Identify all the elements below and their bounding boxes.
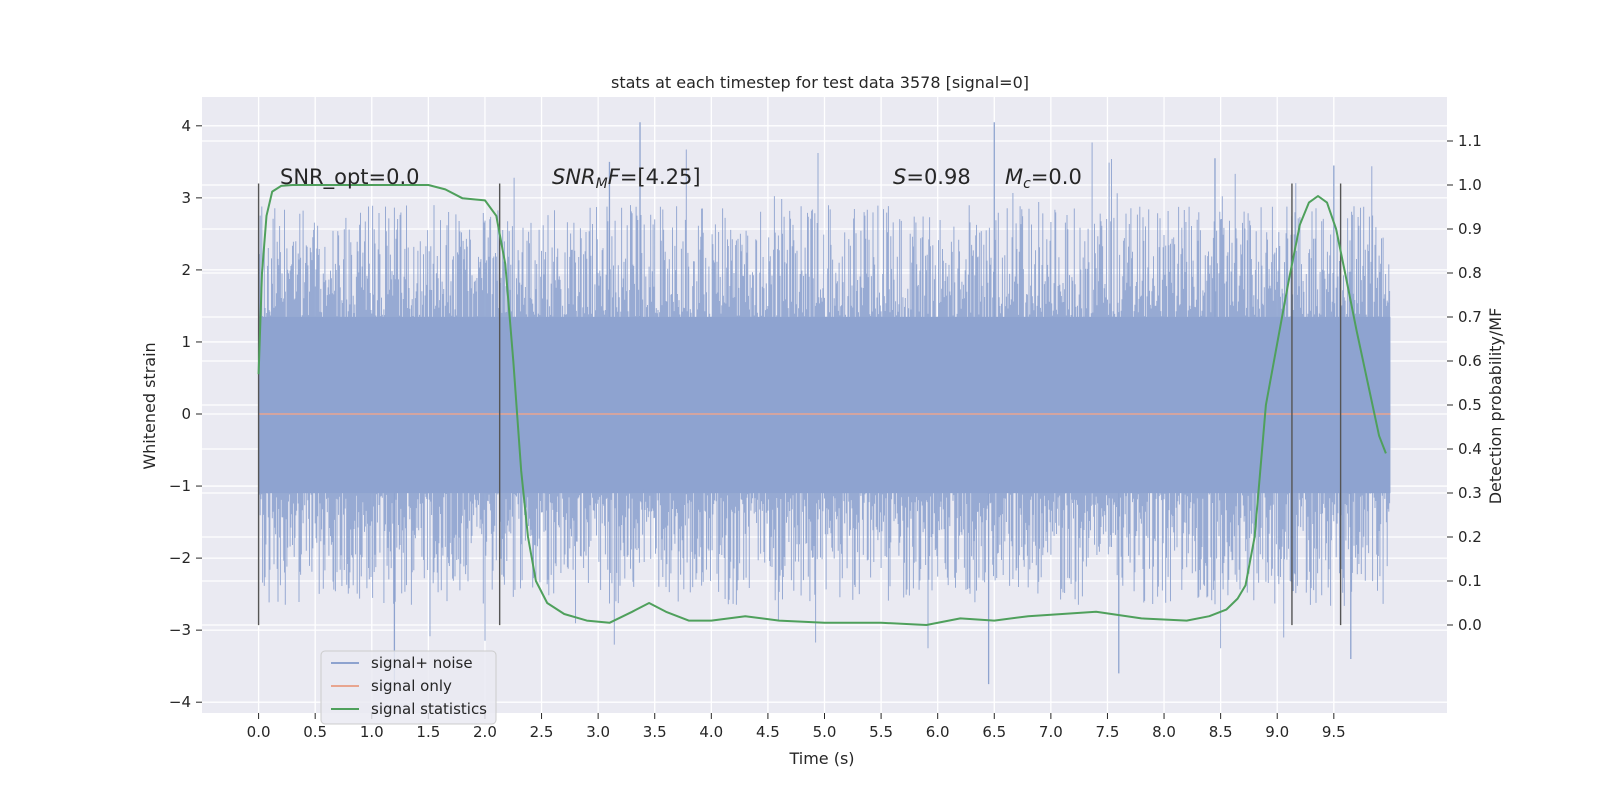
x-tick-label: 7.0 bbox=[1039, 723, 1063, 741]
x-tick-label: 2.0 bbox=[473, 723, 497, 741]
annotation-snr-mf: SNRMF=[4.25] bbox=[552, 165, 701, 192]
y2-tick-label: 1.0 bbox=[1458, 176, 1482, 194]
x-tick-label: 0.5 bbox=[303, 723, 327, 741]
y2-tick-label: 0.3 bbox=[1458, 484, 1482, 502]
x-tick-label: 0.0 bbox=[247, 723, 271, 741]
y2-tick-label: 0.9 bbox=[1458, 220, 1482, 238]
annotation-snr-mf-value: =[4.25] bbox=[620, 165, 701, 189]
y2-tick-label: 0.1 bbox=[1458, 572, 1482, 590]
x-tick-label: 9.0 bbox=[1265, 723, 1289, 741]
x-tick-label: 2.5 bbox=[530, 723, 554, 741]
y-tick-label: 1 bbox=[181, 333, 191, 351]
y-tick-label: 4 bbox=[181, 117, 191, 135]
x-tick-label: 3.0 bbox=[586, 723, 610, 741]
y-tick-label: 2 bbox=[181, 261, 191, 279]
annotation-mc-subscript: c bbox=[1023, 176, 1031, 192]
legend: signal+ noise signal only signal statist… bbox=[320, 650, 497, 725]
x-axis-ticks: 0.0 0.5 1.0 1.5 2.0 2.5 3.0 3.5 4.0 4.5 5.0 5.5 6.0 6… bbox=[247, 713, 1346, 741]
annotation-snr-mf-symbol-2: F bbox=[608, 165, 621, 189]
x-tick-label: 1.0 bbox=[360, 723, 384, 741]
y-tick-label: 3 bbox=[181, 189, 191, 207]
signal-statistics-line bbox=[257, 184, 1387, 626]
x-tick-label: 6.0 bbox=[926, 723, 950, 741]
annotation-mc: Mc=0.0 bbox=[1005, 165, 1082, 192]
y-tick-label: −4 bbox=[169, 693, 191, 711]
legend-label-signal-only: signal only bbox=[371, 677, 452, 695]
x-tick-label: 8.5 bbox=[1209, 723, 1233, 741]
y2-tick-label: 0.7 bbox=[1458, 308, 1482, 326]
annotation-snr-opt: SNR_opt=0.0 bbox=[280, 165, 420, 190]
legend-box bbox=[320, 650, 497, 725]
y2-tick-label: 0.0 bbox=[1458, 616, 1482, 634]
y2-tick-label: 0.8 bbox=[1458, 264, 1482, 282]
y2-tick-label: 1.1 bbox=[1458, 132, 1482, 150]
annotation-s-value: =0.98 bbox=[906, 165, 970, 189]
y-axis-label: Whitened strain bbox=[140, 342, 159, 469]
y2-tick-label: 0.5 bbox=[1458, 396, 1482, 414]
annotation-s-symbol: S bbox=[893, 165, 906, 189]
vertical-markers bbox=[257, 183, 1342, 626]
x-tick-label: 5.5 bbox=[869, 723, 893, 741]
x-tick-label: 8.0 bbox=[1152, 723, 1176, 741]
x-tick-label: 5.0 bbox=[813, 723, 837, 741]
x-tick-label: 4.5 bbox=[756, 723, 780, 741]
y2-axis-ticks: 1.1 1.0 0.9 0.8 0.7 0.6 0.5 0.4 0.3 0.2 0.1 0.0 bbox=[1447, 132, 1482, 634]
chart-title: stats at each timestep for test data 357… bbox=[611, 73, 1029, 92]
x-tick-label: 3.5 bbox=[643, 723, 667, 741]
annotation-s: S=0.98 bbox=[893, 165, 971, 189]
annotation-snr-mf-subscript: M bbox=[596, 176, 608, 192]
y2-tick-label: 0.2 bbox=[1458, 528, 1482, 546]
x-axis-label: Time (s) bbox=[788, 749, 854, 768]
x-tick-label: 1.5 bbox=[416, 723, 440, 741]
x-tick-label: 7.5 bbox=[1096, 723, 1120, 741]
series-signal-statistics bbox=[257, 184, 1387, 626]
x-tick-label: 6.5 bbox=[982, 723, 1006, 741]
y-tick-label: −3 bbox=[169, 621, 191, 639]
y-axis-ticks: 4 3 2 1 0 −1 −2 −3 −4 bbox=[169, 117, 202, 711]
y2-tick-label: 0.4 bbox=[1458, 440, 1482, 458]
legend-label-signal-noise: signal+ noise bbox=[371, 654, 473, 672]
annotation-mc-symbol: M bbox=[1005, 165, 1023, 189]
y2-tick-label: 0.6 bbox=[1458, 352, 1482, 370]
x-tick-label: 4.0 bbox=[699, 723, 723, 741]
annotation-snr-mf-symbol: SNR bbox=[552, 165, 596, 189]
annotation-mc-value: =0.0 bbox=[1031, 165, 1082, 189]
y-tick-label: −2 bbox=[169, 549, 191, 567]
y-tick-label: −1 bbox=[169, 477, 191, 495]
x-tick-label: 9.5 bbox=[1322, 723, 1346, 741]
y-tick-label: 0 bbox=[181, 405, 191, 423]
legend-label-signal-statistics: signal statistics bbox=[371, 700, 487, 718]
y2-axis-label: Detection probability/MF bbox=[1486, 308, 1505, 505]
series-signal-noise bbox=[258, 122, 1391, 685]
